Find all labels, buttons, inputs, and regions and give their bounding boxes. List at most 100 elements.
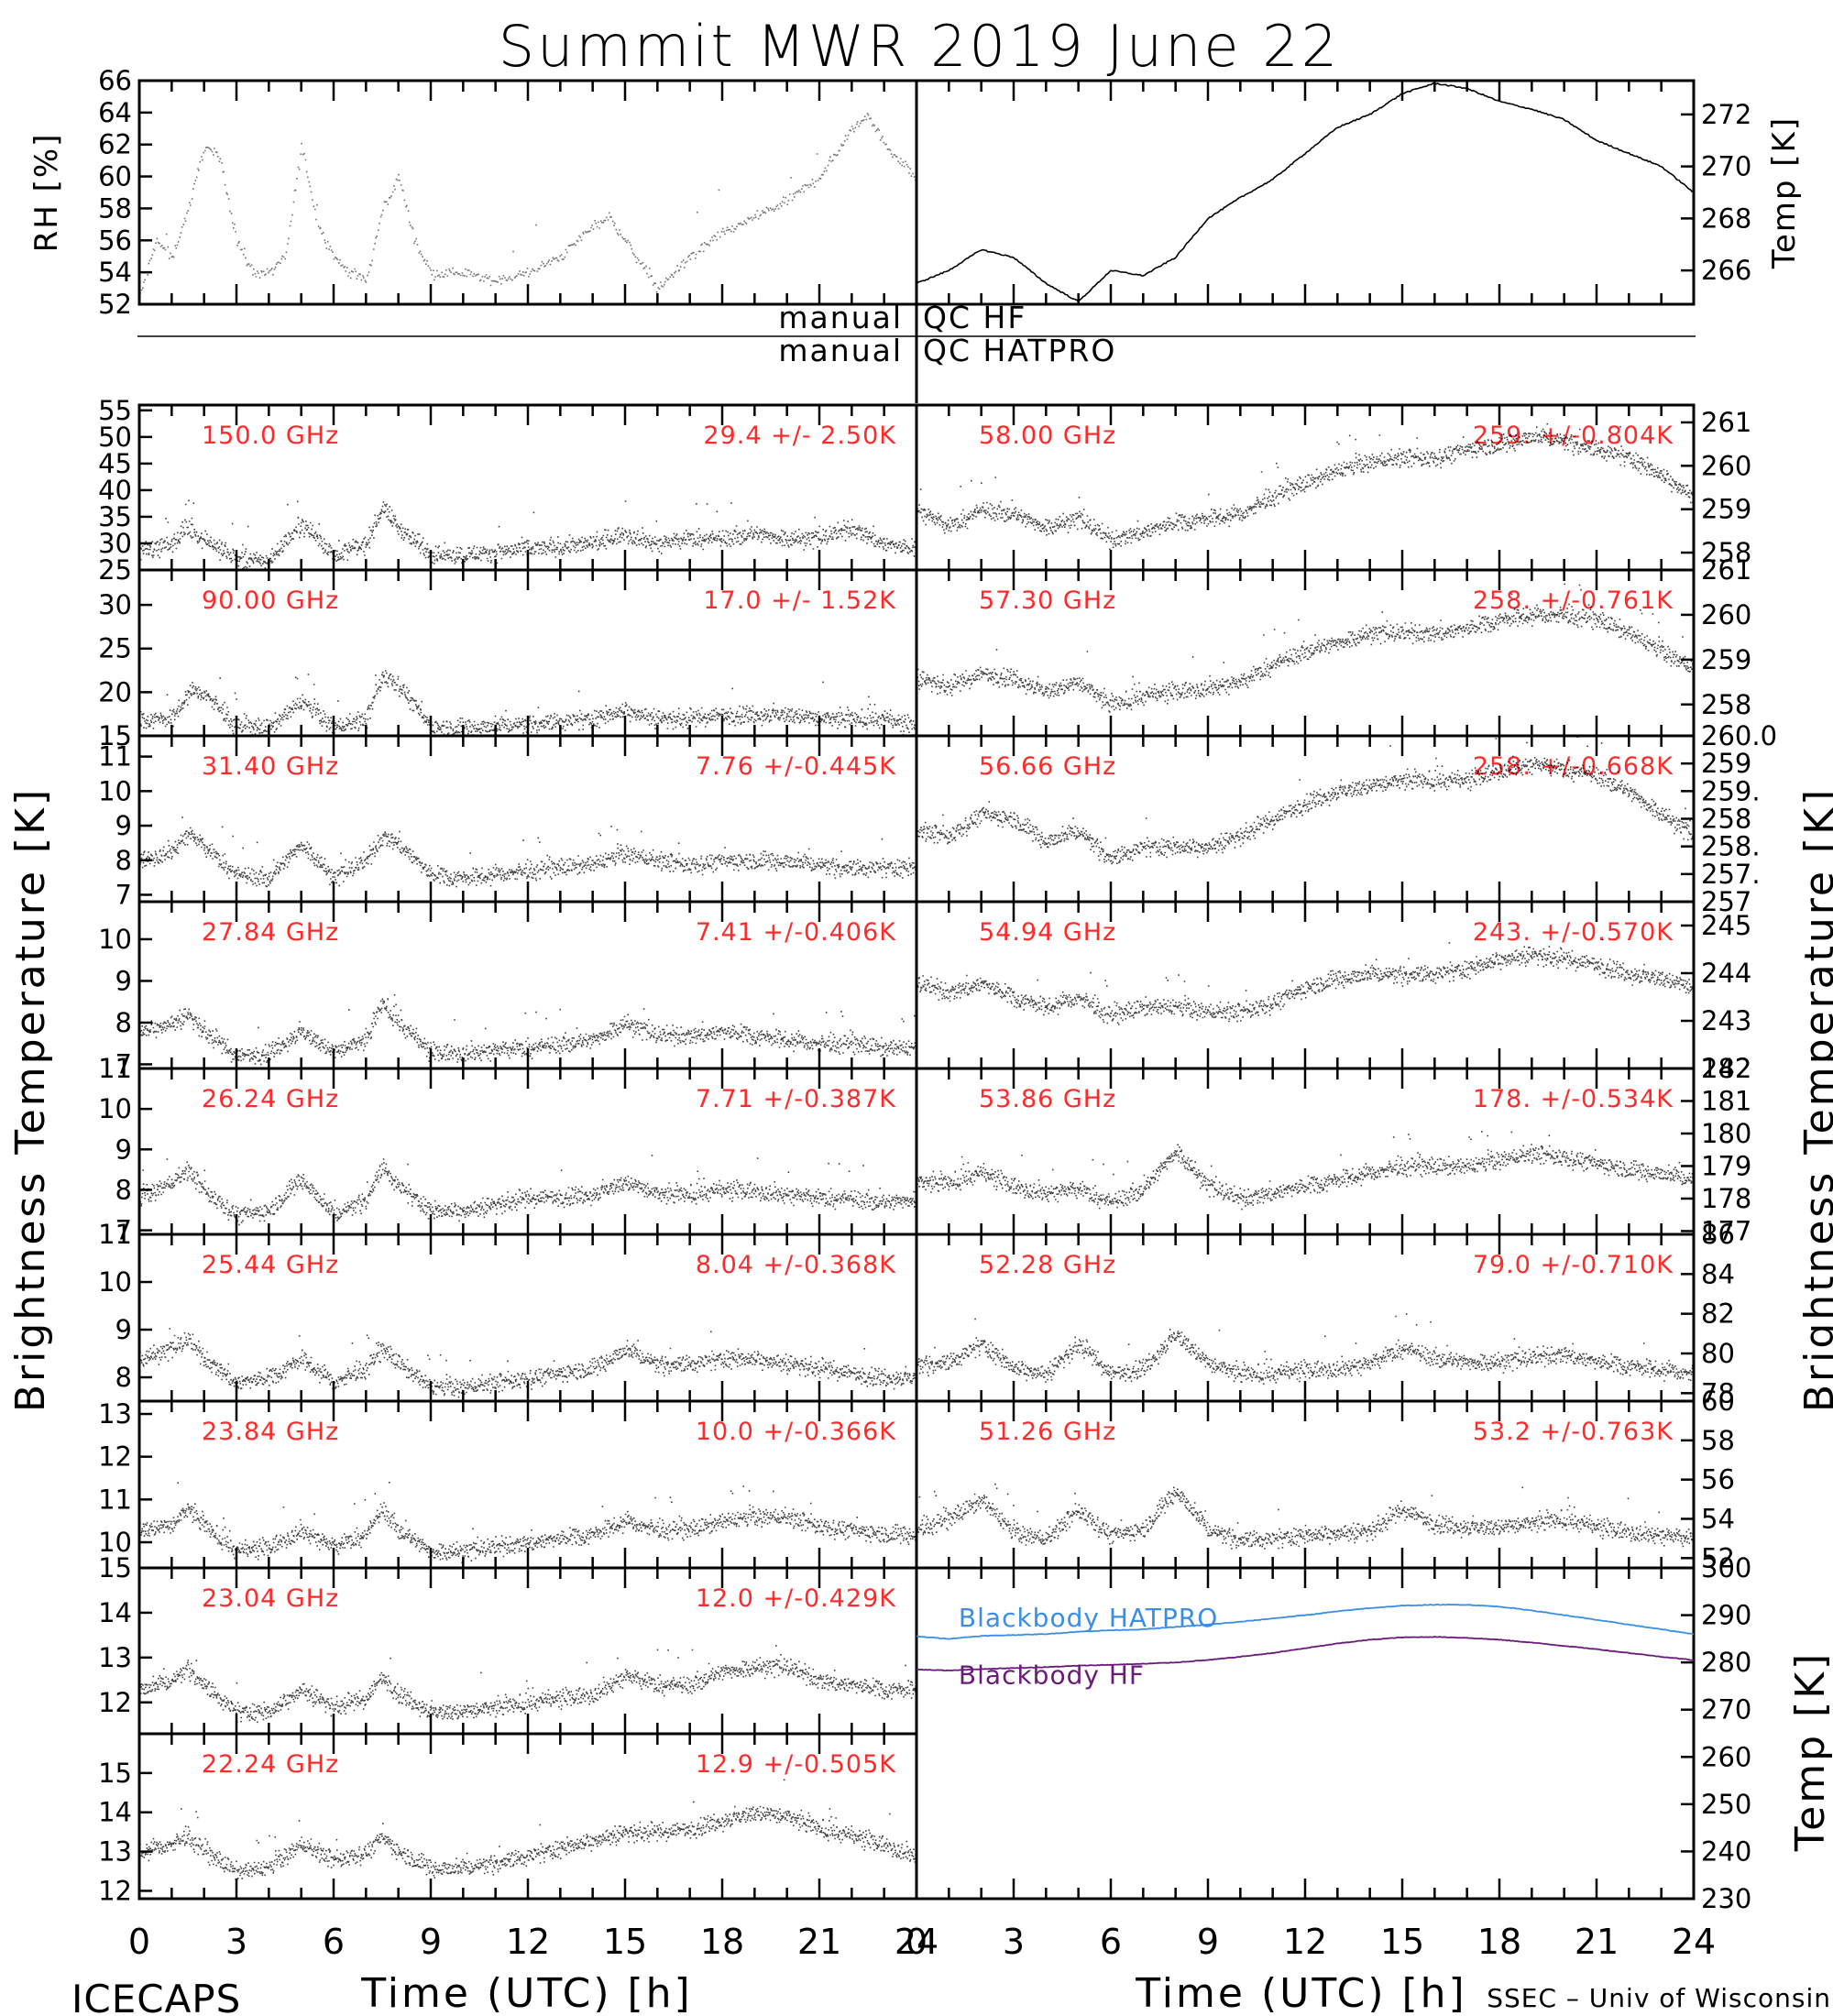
legend-label-blackbody-1: Blackbody HF	[959, 1660, 1145, 1690]
data-group-ch90	[139, 670, 916, 736]
series-line-blackbody-0	[916, 1603, 1694, 1640]
x-tick-label-ch2224-21: 21	[797, 1922, 841, 1962]
y-tick-label-ch2384-3: 13	[98, 1398, 132, 1430]
data-group-ch5386	[916, 1131, 1694, 1211]
data-group-ch5126	[916, 1483, 1694, 1550]
y-tick-label-ch2224-0: 12	[98, 1875, 132, 1906]
y-tick-label-blackbody-3: 260	[1701, 1741, 1751, 1772]
y-tick-label-ch5126-1: 54	[1701, 1503, 1735, 1534]
channel-label-ch5126: 51.26 GHz	[979, 1418, 1116, 1446]
y-tick-label-blackbody-4: 270	[1701, 1694, 1751, 1726]
y-tick-label-ch5386-3: 180	[1701, 1118, 1751, 1149]
y-tick-label-ch5666-0: 257	[1701, 886, 1751, 917]
channel-label-ch2784: 27.84 GHz	[202, 918, 339, 947]
y-tick-label-ch5228-4: 86	[1701, 1219, 1735, 1250]
y-tick-label-ch5126-3: 58	[1701, 1425, 1735, 1456]
y-tick-label-ch2784-2: 9	[115, 965, 132, 996]
y-tick-label-ch5386-0: 177	[1701, 1215, 1751, 1246]
right-y-axis-label: Brightness Temperature [K]	[1796, 787, 1833, 1412]
scatter-points-ch150	[139, 499, 916, 570]
y-tick-label-ch2224-2: 14	[98, 1797, 132, 1828]
left-y-axis-label: Brightness Temperature [K]	[7, 787, 54, 1412]
channel-label-ch2544: 25.44 GHz	[202, 1251, 339, 1279]
channel-stats-ch5228: 79.0 +/-0.710K	[1473, 1251, 1674, 1279]
y-tick-label-rh-5: 62	[98, 129, 132, 160]
y-tick-label-temp-1: 268	[1701, 203, 1751, 234]
y-tick-label-ch2624-3: 10	[98, 1093, 132, 1124]
y-tick-label-ch3140-3: 10	[98, 775, 132, 806]
y-axis-label-temp: Temp [K]	[1766, 116, 1803, 269]
y-tick-label-ch2304-1: 13	[98, 1642, 132, 1673]
plot-frame-temp	[915, 79, 1696, 306]
scatter-points-ch2304	[139, 1645, 916, 1724]
x-tick-label-blackbody-21: 21	[1575, 1922, 1619, 1962]
y-tick-label-ch2624-0: 7	[115, 1215, 132, 1246]
y-tick-label-ch5494-2: 244	[1701, 958, 1751, 989]
y-tick-label-ch2304-2: 14	[98, 1597, 132, 1628]
channel-label-ch5730: 57.30 GHz	[979, 586, 1116, 615]
x-tick-label-ch2224-15: 15	[603, 1922, 647, 1962]
y-tick-label-temp-0: 266	[1701, 255, 1751, 286]
channel-label-ch5386: 53.86 GHz	[979, 1085, 1116, 1113]
x-tick-label-blackbody-18: 18	[1477, 1922, 1521, 1962]
qc-hatpro-right-label: QC HATPRO	[923, 333, 1116, 368]
y-tick-label-rh-2: 56	[98, 225, 132, 256]
channel-label-ch5228: 52.28 GHz	[979, 1251, 1116, 1279]
y-tick-label-ch2544-0: 8	[115, 1362, 132, 1393]
y-tick-label-ch2784-3: 10	[98, 924, 132, 955]
y-tick-label-ch5386-1: 178	[1701, 1183, 1751, 1214]
left-x-axis-label: Time (UTC) [h]	[360, 1970, 692, 2016]
data-group-ch5730	[916, 583, 1694, 713]
y-tick-label-ch90-3: 30	[98, 589, 132, 620]
y-tick-label-blackbody-7: 300	[1701, 1552, 1751, 1583]
data-group-ch2544	[139, 1328, 916, 1398]
channel-label-ch5494: 54.94 GHz	[979, 918, 1116, 947]
channel-stats-ch5126: 53.2 +/-0.763K	[1473, 1418, 1674, 1446]
data-group-ch5800	[916, 422, 1694, 551]
channel-stats-ch150: 29.4 +/- 2.50K	[703, 422, 896, 450]
y-tick-label-ch5666-5: 259	[1701, 748, 1751, 779]
y-tick-label-ch2624-2: 9	[115, 1134, 132, 1165]
channel-stats-ch2384: 10.0 +/-0.366K	[696, 1418, 896, 1446]
y-tick-label-blackbody-1: 240	[1701, 1835, 1751, 1867]
channel-label-ch2624: 26.24 GHz	[202, 1085, 339, 1113]
x-tick-label-blackbody-24: 24	[1672, 1922, 1716, 1962]
data-group-blackbody: Blackbody HATPRO Blackbody HF	[916, 1603, 1694, 1690]
y-tick-label-ch150-5: 50	[98, 422, 132, 453]
y-tick-label-ch2384-2: 12	[98, 1441, 132, 1473]
y-tick-label-ch150-1: 30	[98, 528, 132, 559]
y-tick-label-ch5666-2: 258.	[1701, 831, 1761, 862]
channel-label-ch5800: 58.00 GHz	[979, 422, 1116, 450]
y-tick-label-ch90-2: 25	[98, 633, 132, 664]
y-tick-label-ch5666-3: 258	[1701, 804, 1751, 835]
data-group-ch5228	[916, 1313, 1694, 1386]
scatter-points-ch2384	[139, 1482, 916, 1564]
y-tick-label-ch2304-3: 15	[98, 1552, 132, 1583]
y-tick-label-ch5800-1: 259	[1701, 494, 1751, 525]
data-group-ch3140	[139, 816, 916, 888]
data-group-ch2384	[139, 1482, 916, 1564]
x-tick-label-blackbody-9: 9	[1197, 1922, 1219, 1962]
y-tick-label-blackbody-6: 290	[1701, 1600, 1751, 1631]
y-tick-label-rh-4: 60	[98, 161, 132, 192]
channel-label-ch5666: 56.66 GHz	[979, 752, 1116, 781]
y-tick-label-ch3140-4: 11	[98, 741, 132, 772]
scatter-points-ch2544	[139, 1328, 916, 1398]
y-tick-label-ch2384-0: 10	[98, 1527, 132, 1558]
y-tick-label-temp-3: 272	[1701, 99, 1751, 130]
y-tick-label-ch5126-4: 60	[1701, 1386, 1735, 1417]
y-tick-label-blackbody-2: 250	[1701, 1789, 1751, 1820]
channel-label-ch90: 90.00 GHz	[202, 586, 339, 615]
y-tick-label-ch5386-2: 179	[1701, 1150, 1751, 1181]
channel-stats-ch2544: 8.04 +/-0.368K	[696, 1251, 896, 1279]
y-tick-label-blackbody-5: 280	[1701, 1647, 1751, 1678]
footer-left: ICECAPS	[71, 1977, 241, 2016]
y-tick-label-ch2384-1: 11	[98, 1484, 132, 1515]
scatter-points-rh	[139, 113, 916, 294]
y-tick-label-ch5126-2: 56	[1701, 1464, 1735, 1496]
channel-stats-ch2784: 7.41 +/-0.406K	[696, 918, 896, 947]
qc-hf-left-label: manual	[778, 300, 903, 335]
channel-stats-ch90: 17.0 +/- 1.52K	[703, 586, 896, 615]
y-tick-label-ch2224-3: 15	[98, 1758, 132, 1789]
